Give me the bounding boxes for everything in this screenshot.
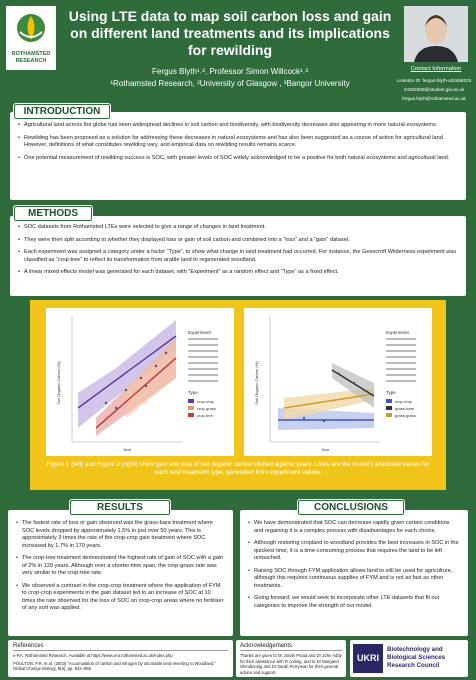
legend-placeholder (188, 338, 218, 340)
plot-text: Year (123, 447, 132, 452)
bullet: SOC datasets from Rothamsted LTEs were s… (18, 224, 458, 232)
references-heading: References (13, 642, 228, 652)
legend-swatch (188, 413, 194, 417)
legend-swatch (188, 406, 194, 410)
intro-heading: INTRODUCTION (13, 103, 111, 120)
plot-text: crop-tree (197, 413, 214, 418)
bullet: Rewilding has been proposed as a solutio… (18, 135, 458, 150)
bullet: Agricultural land across the globe has s… (18, 122, 458, 130)
bullet: Each experiment was assigned a category … (18, 249, 458, 264)
legend-swatch (188, 399, 194, 403)
legend-placeholder (386, 374, 416, 376)
authors: Fergus Blyth¹˒², Professor Simon Willcoc… (151, 67, 309, 76)
bullet: The fastest rate of loss or gain observe… (16, 520, 225, 550)
legend-placeholder (188, 380, 218, 382)
plot-text: Type (386, 390, 396, 395)
legend-placeholder (188, 350, 218, 352)
legend-placeholder (188, 362, 218, 364)
plot-text: grass-bare (395, 406, 415, 411)
affiliations: ¹Rothamsted Research, ²University of Gla… (110, 79, 350, 88)
plot-text: crop-crop (197, 399, 215, 404)
bullet: One potential measurement of rewilding s… (18, 155, 458, 163)
legend-placeholder (188, 356, 218, 358)
legend-placeholder (188, 368, 218, 370)
ack-text: Thanks are given to Dr Jonah Proud and D… (240, 653, 342, 676)
plot: Soil Organic Carbon (%) Year Experiment Typ… (244, 308, 432, 456)
ack-heading: Acknowledgements (240, 642, 342, 652)
references-list: e-RA, Rothamsted Research. Available at … (13, 653, 228, 672)
funder-logo: UKRI (353, 644, 383, 673)
bullet: A linear mixed effects model was generat… (18, 269, 458, 277)
legend-placeholder (386, 368, 416, 370)
results-heading: RESULTS (69, 499, 171, 516)
figure-caption: Figure 1 (left) and Figure 2 (right) sho… (46, 461, 430, 477)
bullet: The crop-tree treatment demonstrated the… (16, 555, 225, 578)
plot-text: Soil Organic Carbon (%) (56, 361, 61, 405)
bullet: Raising SOC through FYM application allo… (248, 568, 460, 591)
list-line: POULTON, P.R. et al. (2003) “Accumulatio… (13, 660, 216, 672)
logo-text: ROTHAMSTED RESEARCH (11, 51, 51, 65)
bullet: They were then split according to whethe… (18, 237, 458, 245)
legend-placeholder (386, 362, 416, 364)
list-line: LinkedIn ID: fergus-blyth-a32d68225 (396, 78, 472, 83)
legend-placeholder (386, 338, 416, 340)
legend-swatch (386, 413, 392, 417)
ack-box: Acknowledgements Thanks are given to Dr … (236, 640, 346, 677)
conclusions-box: We have demonstrated that SOC can decrea… (240, 510, 468, 636)
methods-box: SOC datasets from Rothamsted LTEs were s… (10, 216, 466, 296)
funder-name: Biotechnology and Biological Sciences Re… (387, 646, 446, 670)
bullet: We have demonstrated that SOC can decrea… (248, 520, 460, 535)
references-box: References e-RA, Rothamsted Research. Av… (8, 640, 233, 677)
funder-box: UKRI Biotechnology and Biological Scienc… (350, 640, 468, 677)
methods-heading: METHODS (13, 205, 93, 222)
bullet: Although restoring cropland to woodland … (248, 540, 460, 563)
bullet: We observed a contrast in the crop-crop … (16, 583, 225, 613)
legend-placeholder (386, 344, 416, 346)
plot-text: crop-crop (395, 399, 413, 404)
plot-text: Experiment (188, 330, 212, 335)
title: Using LTE data to map soil carbon loss a… (68, 8, 392, 58)
conclusions-heading: CONCLUSIONS (297, 499, 405, 516)
plot-text: crop-grass (197, 406, 216, 411)
plot-text: Soil Organic Carbon (%) (254, 361, 259, 405)
logo-mark (17, 14, 45, 42)
plot-text: Year (321, 447, 330, 452)
plot-text: grass-grass (395, 413, 416, 418)
bullet: Going forward, we would seek to incorpor… (248, 595, 460, 610)
results-box: The fastest rate of loss or gain observe… (8, 510, 233, 636)
plot-text: Experiment (386, 330, 410, 335)
list-line: e-RA, Rothamsted Research. Available at … (13, 653, 173, 659)
author-photo (404, 6, 468, 62)
legend-placeholder (386, 380, 416, 382)
legend-placeholder (188, 344, 218, 346)
plot-text: Type (188, 390, 198, 395)
logo: ROTHAMSTED RESEARCH (6, 6, 56, 70)
plot: Soil Organic Carbon (%) Year Experiment Typ… (46, 308, 234, 456)
intro-box: Agricultural land across the globe has s… (10, 112, 466, 200)
contact-heading: Contact Information (410, 66, 462, 72)
legend-swatch (386, 399, 392, 403)
legend-swatch (386, 406, 392, 410)
list-line: 2439258B@student.gla.ac.uk (403, 87, 465, 92)
legend-placeholder (188, 374, 218, 376)
legend-placeholder (386, 350, 416, 352)
contact-lines: LinkedIn ID: fergus-blyth-a32d68225 24392… (392, 76, 476, 103)
list-line: fergus.blyth@rothamsted.ac.uk (402, 96, 466, 101)
legend-placeholder (386, 356, 416, 358)
